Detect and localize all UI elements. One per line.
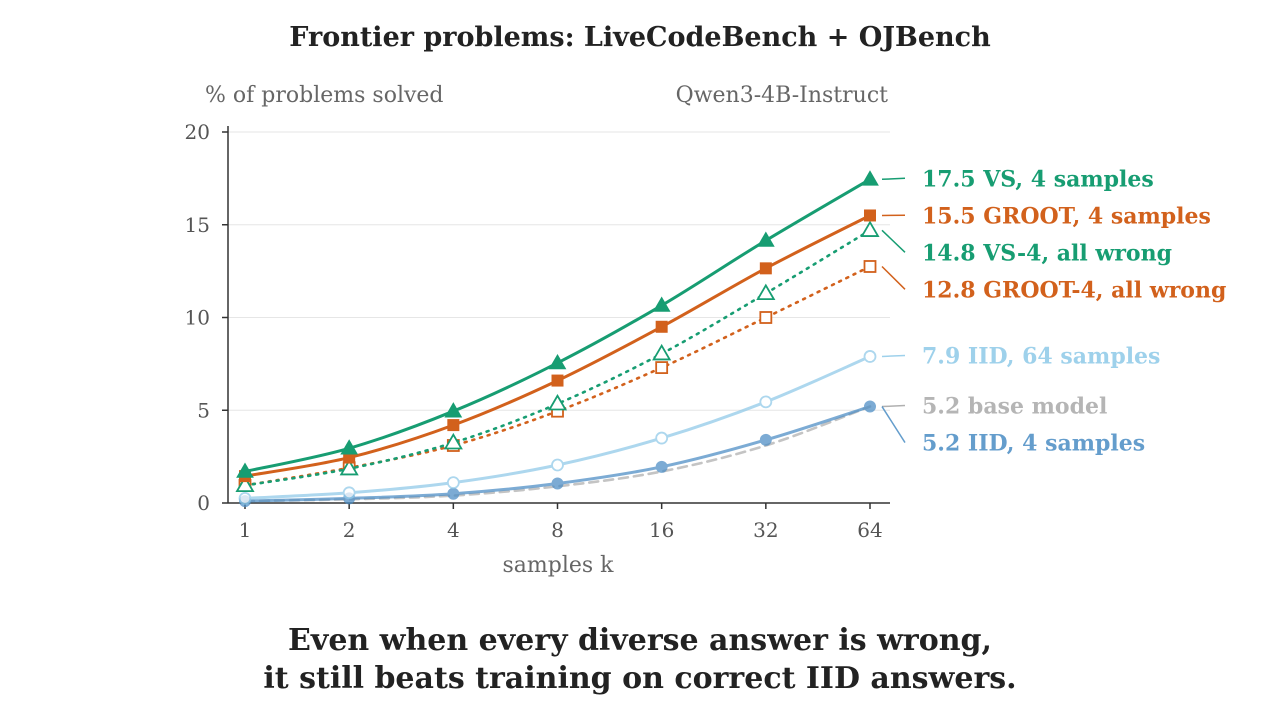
end-label-groot-4-samples: 15.5 GROOT, 4 samples bbox=[922, 203, 1211, 229]
end-label-group-iid-4-samples: 5.2 IID, 4 samples bbox=[881, 406, 1145, 457]
y-axis-label: % of problems solved bbox=[205, 83, 444, 108]
marker-iid-4-samples-k8 bbox=[551, 477, 564, 490]
marker-vs-4-samples-k1 bbox=[236, 462, 254, 478]
x-tick-label-32: 32 bbox=[753, 518, 778, 542]
marker-groot-4-samples-k16 bbox=[655, 320, 668, 333]
series-group bbox=[235, 170, 880, 508]
marker-iid-64-samples-k2 bbox=[342, 486, 356, 500]
marker-vs-4-samples-k8 bbox=[548, 353, 567, 370]
marker-vs-4-all-wrong-k4 bbox=[443, 432, 463, 450]
marker-iid-64-samples-k8 bbox=[551, 458, 564, 472]
x-axis-label: samples k bbox=[502, 553, 614, 578]
end-label-iid-4-samples: 5.2 IID, 4 samples bbox=[922, 431, 1145, 457]
marker-iid-4-samples-k16 bbox=[655, 460, 668, 473]
end-label-groot-4-all-wrong: 12.8 GROOT-4, all wrong bbox=[922, 277, 1226, 303]
marker-vs-4-samples-k32 bbox=[756, 231, 775, 247]
leader-line-iid-64-samples bbox=[881, 354, 906, 358]
y-tick-label-15: 15 bbox=[185, 213, 210, 237]
model-name-label: Qwen3-4B-Instruct bbox=[676, 83, 888, 108]
series-vs-4-all-wrong bbox=[235, 220, 880, 493]
end-label-group-iid-64-samples: 7.9 IID, 64 samples bbox=[881, 343, 1160, 369]
caption-line-2: it still beats training on correct IID a… bbox=[263, 661, 1017, 696]
marker-iid-64-samples-k1 bbox=[238, 491, 252, 505]
leader-line-vs-4-samples bbox=[881, 177, 906, 181]
end-label-base-model: 5.2 base model bbox=[922, 394, 1107, 420]
marker-iid-4-samples-k32 bbox=[759, 433, 772, 446]
marker-vs-4-all-wrong-k8 bbox=[547, 393, 568, 411]
marker-iid-4-samples-k4 bbox=[447, 487, 460, 500]
marker-vs-4-all-wrong-k64 bbox=[860, 220, 880, 237]
end-label-group-groot-4-all-wrong: 12.8 GROOT-4, all wrong bbox=[881, 265, 1226, 303]
marker-groot-4-samples-k4 bbox=[447, 419, 460, 432]
series-iid-64-samples bbox=[238, 350, 877, 505]
series-vs-4-samples bbox=[236, 170, 879, 478]
end-label-group-base-model: 5.2 base model bbox=[881, 394, 1107, 420]
x-tick-label-4: 4 bbox=[447, 518, 460, 542]
marker-vs-4-all-wrong-k2 bbox=[339, 458, 359, 476]
marker-iid-64-samples-k64 bbox=[863, 350, 877, 363]
marker-iid-4-samples-k64 bbox=[864, 400, 876, 413]
end-label-group-vs-4-samples: 17.5 VS, 4 samples bbox=[881, 166, 1154, 192]
chart-title: Frontier problems: LiveCodeBench + OJBen… bbox=[289, 22, 991, 53]
line-chart: Frontier problems: LiveCodeBench + OJBen… bbox=[185, 22, 1227, 578]
marker-vs-4-all-wrong-k32 bbox=[756, 283, 776, 301]
end-label-vs-4-samples: 17.5 VS, 4 samples bbox=[922, 166, 1154, 192]
x-tick-label-64: 64 bbox=[857, 518, 882, 542]
marker-groot-4-all-wrong-k16 bbox=[655, 361, 669, 374]
end-label-group-groot-4-samples: 15.5 GROOT, 4 samples bbox=[881, 203, 1211, 229]
marker-groot-4-samples-k32 bbox=[759, 262, 772, 275]
x-tick-label-1: 1 bbox=[239, 518, 252, 542]
y-tick-label-5: 5 bbox=[197, 398, 210, 422]
leader-line-vs-4-all-wrong bbox=[881, 229, 906, 253]
marker-iid-64-samples-k16 bbox=[655, 431, 669, 445]
y-tick-label-10: 10 bbox=[185, 306, 210, 330]
marker-iid-64-samples-k32 bbox=[759, 395, 773, 409]
y-tick-label-20: 20 bbox=[185, 120, 210, 144]
marker-vs-4-samples-k2 bbox=[340, 439, 359, 455]
marker-vs-4-all-wrong-k16 bbox=[652, 343, 672, 361]
end-labels: 5.2 base model 5.2 IID, 4 samples 7.9 IID,… bbox=[881, 166, 1226, 457]
x-tick-label-8: 8 bbox=[551, 518, 564, 542]
leader-line-groot-4-all-wrong bbox=[881, 265, 906, 290]
marker-groot-4-all-wrong-k32 bbox=[759, 311, 773, 324]
end-label-group-vs-4-all-wrong: 14.8 VS-4, all wrong bbox=[881, 229, 1172, 266]
marker-vs-4-samples-k16 bbox=[652, 296, 671, 312]
marker-groot-4-samples-k64 bbox=[864, 209, 876, 222]
x-tick-label-2: 2 bbox=[343, 518, 356, 542]
leader-line-iid-4-samples bbox=[881, 406, 906, 443]
marker-groot-4-samples-k8 bbox=[551, 374, 564, 387]
x-tick-label-16: 16 bbox=[649, 518, 674, 542]
marker-vs-4-samples-k64 bbox=[861, 170, 879, 186]
end-label-vs-4-all-wrong: 14.8 VS-4, all wrong bbox=[922, 240, 1172, 266]
end-label-iid-64-samples: 7.9 IID, 64 samples bbox=[922, 343, 1160, 369]
caption-line-1: Even when every diverse answer is wrong, bbox=[288, 623, 992, 658]
series-line-vs-4-samples bbox=[243, 177, 872, 473]
marker-vs-4-samples-k4 bbox=[444, 402, 463, 418]
y-tick-label-0: 0 bbox=[197, 491, 210, 515]
marker-groot-4-all-wrong-k64 bbox=[863, 260, 877, 273]
marker-vs-4-all-wrong-k1 bbox=[235, 475, 255, 493]
leader-line-base-model bbox=[881, 404, 906, 408]
marker-iid-64-samples-k4 bbox=[446, 476, 460, 489]
